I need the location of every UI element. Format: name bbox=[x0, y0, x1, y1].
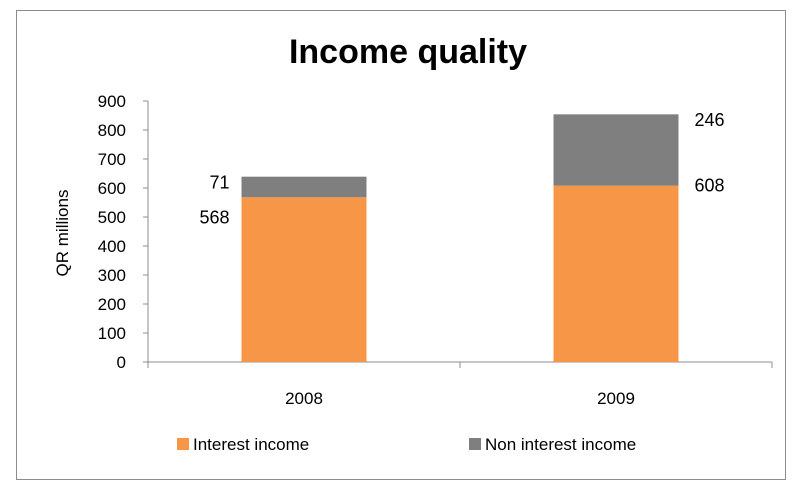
data-label: 246 bbox=[695, 110, 725, 130]
y-tick-label: 100 bbox=[98, 324, 126, 343]
data-label: 71 bbox=[209, 173, 229, 193]
y-tick-label: 600 bbox=[98, 179, 126, 198]
y-tick-label: 200 bbox=[98, 295, 126, 314]
bar-non-interest-income-2008 bbox=[241, 176, 367, 198]
x-tick-label: 2008 bbox=[285, 389, 323, 408]
y-tick-label: 800 bbox=[98, 121, 126, 140]
y-axis-label: QR millions bbox=[53, 190, 72, 277]
bar-interest-income-2008 bbox=[241, 197, 367, 362]
x-tick-label: 2009 bbox=[597, 389, 635, 408]
legend-label: Non interest income bbox=[485, 435, 636, 454]
bar-interest-income-2009 bbox=[553, 185, 679, 362]
y-tick-label: 900 bbox=[98, 92, 126, 111]
legend: Interest income Non interest income bbox=[177, 435, 636, 454]
y-tick-label: 700 bbox=[98, 150, 126, 169]
legend-label: Interest income bbox=[193, 435, 309, 454]
bar-non-interest-income-2009 bbox=[553, 114, 679, 186]
legend-swatch bbox=[469, 438, 481, 450]
chart-title: Income quality bbox=[289, 33, 527, 71]
data-label: 608 bbox=[695, 176, 725, 196]
y-tick-label: 500 bbox=[98, 208, 126, 227]
y-tick-label: 300 bbox=[98, 266, 126, 285]
legend-swatch bbox=[177, 438, 189, 450]
data-label: 568 bbox=[199, 207, 229, 227]
y-tick-label: 400 bbox=[98, 237, 126, 256]
plot-area: 0 100 200 300 400 500 600 700 800 900 568 71 2008 608… bbox=[98, 92, 773, 408]
y-tick-label: 0 bbox=[117, 353, 126, 372]
